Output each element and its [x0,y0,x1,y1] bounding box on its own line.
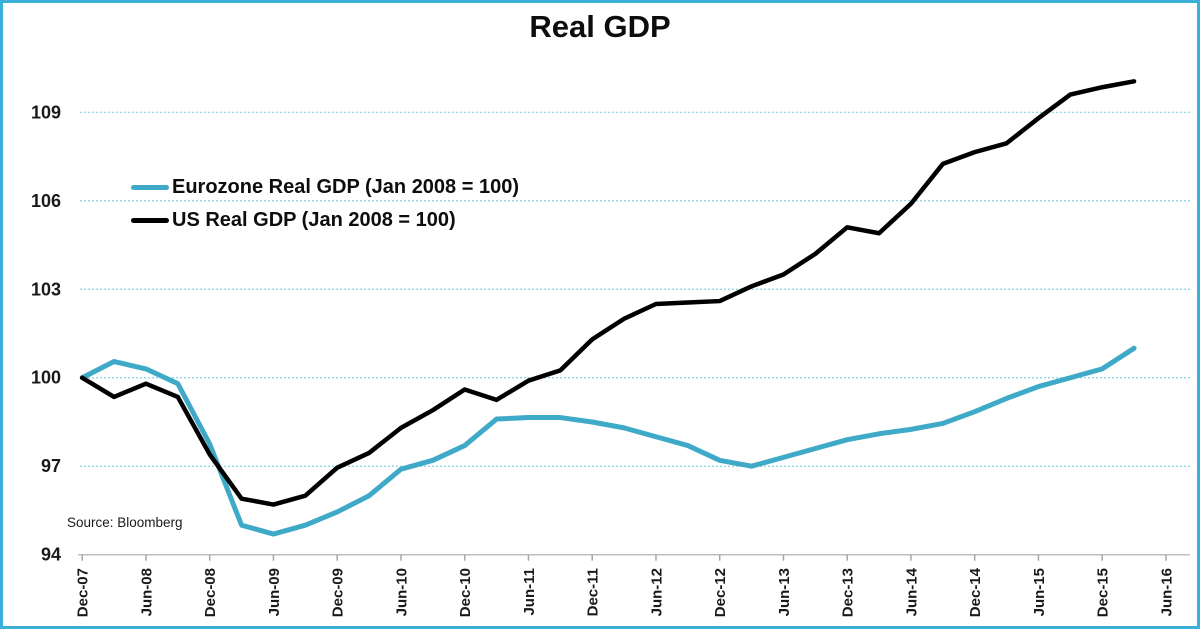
y-tick-label: 94 [41,545,61,565]
x-tick-label: Dec-15 [1095,568,1112,617]
x-tick-label: Dec-10 [457,568,474,617]
legend-label-us: US Real GDP (Jan 2008 = 100) [172,209,456,231]
us-real-gdp-line [79,79,1137,507]
chart-legend: Eurozone Real GDP (Jan 2008 = 100) US Re… [131,171,519,237]
x-tick-label: Dec-07 [75,568,92,617]
eurozone-line-swatch [131,185,169,190]
x-tick-label: Dec-11 [585,568,602,616]
x-tick-label: Jun-15 [1031,568,1048,616]
y-tick-label: 103 [31,279,61,299]
eurozone-real-gdp-line [79,345,1137,537]
y-tick-label: 97 [41,456,61,476]
y-tick-label: 106 [31,191,61,211]
x-tick-label: Jun-16 [1158,568,1175,616]
x-tick-label: Jun-09 [266,568,283,616]
y-tick-label: 100 [31,368,61,388]
chart-title: Real GDP [529,9,671,44]
y-tick-label: 109 [31,102,61,122]
legend-item-eurozone: Eurozone Real GDP (Jan 2008 = 100) [131,171,519,204]
x-tick-label: Jun-14 [903,567,920,616]
x-tick-label: Dec-13 [840,568,857,617]
legend-label-eurozone: Eurozone Real GDP (Jan 2008 = 100) [172,176,520,198]
x-tick-label: Dec-08 [202,568,219,617]
x-tick-label: Dec-14 [967,567,984,617]
x-tick-label: Jun-13 [776,568,793,616]
x-tick-label: Jun-11 [521,568,538,616]
us-line-swatch [131,218,169,223]
x-tick-label: Dec-09 [330,568,347,617]
source-note: Source: Bloomberg [67,515,183,530]
x-tick-label: Jun-12 [648,568,665,616]
x-tick-label: Jun-10 [393,568,410,616]
legend-item-us: US Real GDP (Jan 2008 = 100) [131,204,519,237]
x-tick-label: Jun-08 [138,568,155,616]
x-tick-label: Dec-12 [712,568,729,617]
gdp-line-chart-canvas: Dec-07 Jun-08 Dec-08 Jun-09 Dec-09 Jun-10 Dec-… [31,79,1190,617]
